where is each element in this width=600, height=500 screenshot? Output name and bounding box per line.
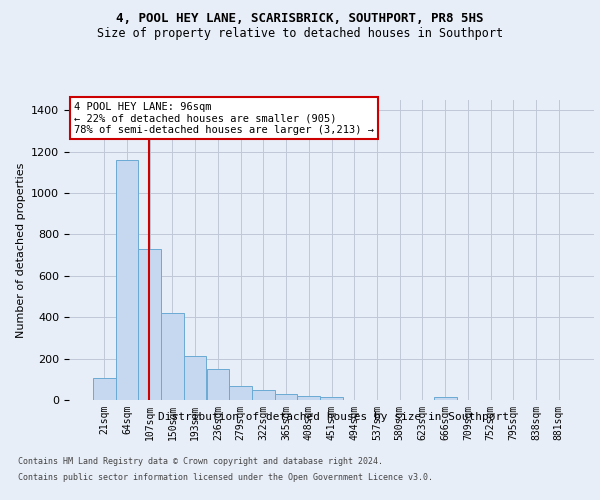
Bar	[139, 249, 161, 400]
Text: 4 POOL HEY LANE: 96sqm
← 22% of detached houses are smaller (905)
78% of semi-de: 4 POOL HEY LANE: 96sqm ← 22% of detached…	[74, 102, 374, 134]
Text: 4, POOL HEY LANE, SCARISBRICK, SOUTHPORT, PR8 5HS: 4, POOL HEY LANE, SCARISBRICK, SOUTHPORT…	[116, 12, 484, 26]
Bar	[275, 394, 298, 400]
Bar	[298, 396, 320, 400]
Bar	[206, 369, 229, 400]
Text: Size of property relative to detached houses in Southport: Size of property relative to detached ho…	[97, 28, 503, 40]
Bar	[229, 386, 252, 400]
Bar	[434, 397, 457, 400]
Bar	[184, 356, 206, 400]
Y-axis label: Number of detached properties: Number of detached properties	[16, 162, 26, 338]
Bar	[320, 397, 343, 400]
Text: Distribution of detached houses by size in Southport: Distribution of detached houses by size …	[158, 412, 509, 422]
Bar	[252, 390, 275, 400]
Bar	[93, 378, 116, 400]
Bar	[161, 313, 184, 400]
Bar	[116, 160, 139, 400]
Text: Contains public sector information licensed under the Open Government Licence v3: Contains public sector information licen…	[18, 472, 433, 482]
Text: Contains HM Land Registry data © Crown copyright and database right 2024.: Contains HM Land Registry data © Crown c…	[18, 458, 383, 466]
